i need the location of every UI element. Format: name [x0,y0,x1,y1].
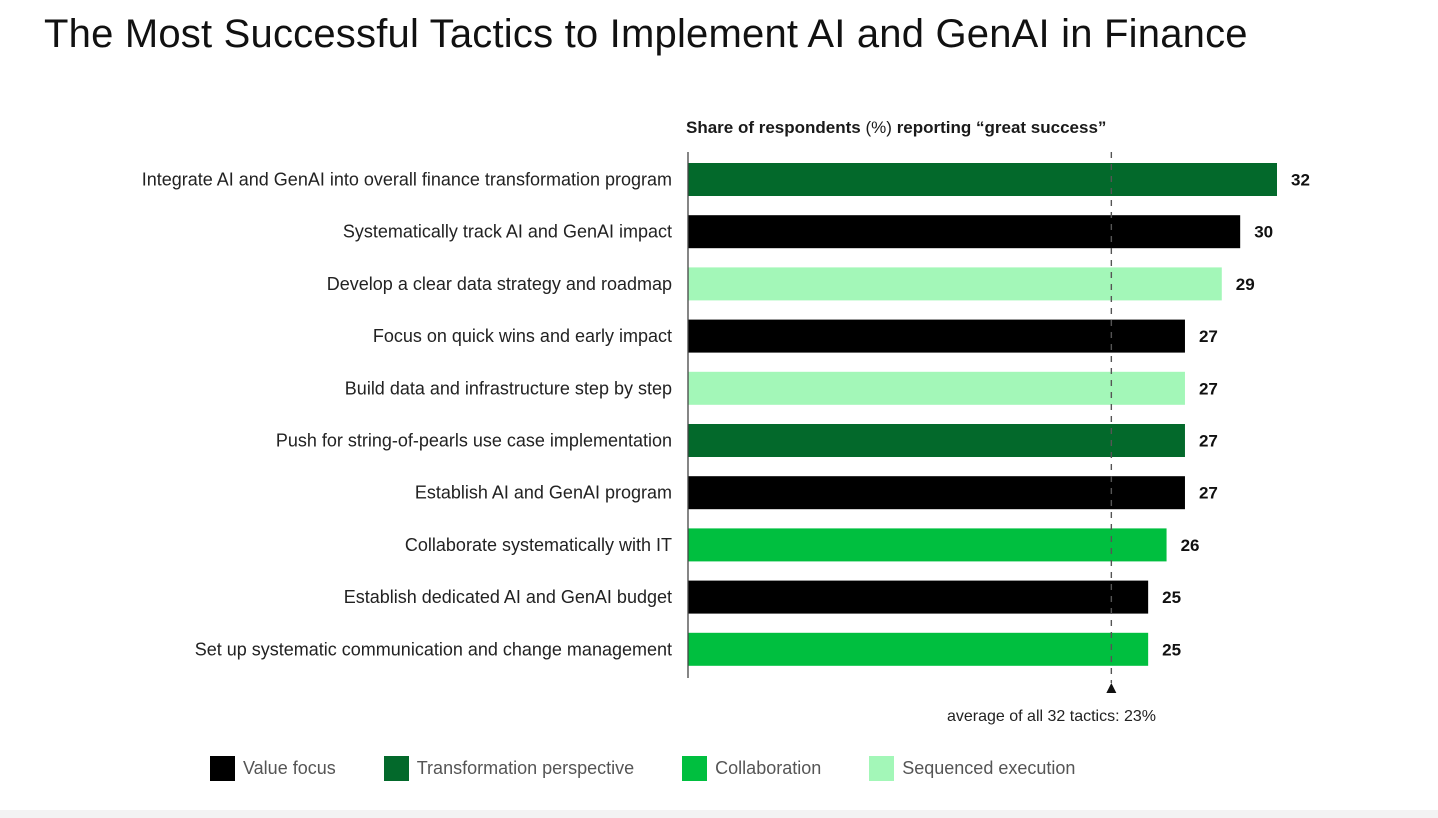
bar [688,371,1185,405]
bar-value-label: 27 [1199,327,1218,346]
legend-label: Sequenced execution [902,758,1076,778]
bar-category-label: Set up systematic communication and chan… [195,639,672,659]
bar-category-label: Collaborate systematically with IT [405,535,672,555]
legend-item-collaboration: Collaboration [682,756,821,781]
footer-strip [0,810,1438,818]
bar [688,163,1277,196]
bar-value-label: 30 [1254,223,1273,242]
legend-label: Value focus [243,758,336,778]
page-title: The Most Successful Tactics to Implement… [44,12,1248,56]
bar-category-label: Integrate AI and GenAI into overall fina… [142,170,672,190]
legend-swatch [210,756,235,781]
bar [688,632,1149,666]
legend: Value focus Transformation perspective C… [210,756,1123,781]
bar-value-label: 26 [1181,536,1200,555]
legend-label: Collaboration [715,758,822,778]
legend-label: Transformation perspective [416,758,635,778]
legend-item-transformation-perspective: Transformation perspective [383,756,635,781]
bar [688,580,1149,614]
chart-header-suffix: reporting “great success” [896,118,1107,137]
bar-category-label: Establish dedicated AI and GenAI budget [344,587,672,607]
bar [688,424,1185,457]
bar-value-label: 25 [1162,588,1181,607]
bar [688,528,1167,562]
average-label: average of all 32 tactics: 23% [947,708,1157,725]
bar [688,215,1241,249]
legend-swatch [383,756,409,781]
bar-category-label: Build data and infrastructure step by st… [345,378,672,398]
bar [688,476,1185,510]
bar-value-label: 25 [1162,640,1181,659]
legend-swatch [869,756,895,781]
legend-swatch [682,756,708,781]
legend-item-value-focus: Value focus [210,756,336,781]
bar-value-label: 32 [1291,171,1310,190]
bar-value-label: 27 [1199,379,1218,398]
bar-category-label: Systematically track AI and GenAI impact [343,222,672,242]
bar-value-label: 27 [1199,432,1218,451]
bar [688,319,1185,353]
bar-chart: Integrate AI and GenAI into overall fina… [142,152,1310,693]
legend-item-sequenced-execution: Sequenced execution [869,756,1075,781]
bar-category-label: Focus on quick wins and early impact [373,326,672,346]
chart-header-prefix: Share of respondents [686,118,861,137]
chart-header-unit: (%) [865,118,892,137]
bar-value-label: 27 [1199,484,1218,503]
bar-value-label: 29 [1236,275,1255,294]
chart-header: Share of respondents (%) reporting “grea… [686,118,1106,138]
bar [688,267,1222,301]
bar-category-label: Push for string-of-pearls use case imple… [276,431,672,451]
bar-category-label: Develop a clear data strategy and roadma… [327,274,672,294]
average-marker-icon [1106,683,1117,693]
bar-category-label: Establish AI and GenAI program [415,483,672,503]
